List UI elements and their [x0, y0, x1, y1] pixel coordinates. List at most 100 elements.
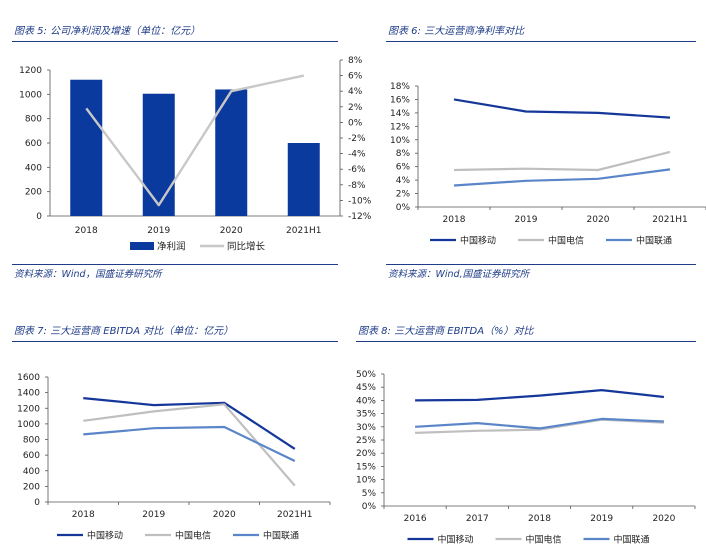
fig5-ytick: 600 [25, 139, 42, 149]
fig7-ytick: 600 [23, 451, 40, 461]
fig6-xtick: 2019 [515, 215, 538, 225]
fig7-xtick: 2018 [72, 510, 95, 520]
fig8-caption: 图表 8: 三大运营商 EBITDA（%）对比 [358, 326, 534, 337]
fig8-ytick: 30% [356, 423, 376, 433]
fig8-ytick: 25% [356, 436, 376, 446]
fig5-ytick: 1200 [19, 66, 42, 76]
fig7-ytick: 1600 [17, 373, 40, 383]
fig8-xtick: 2016 [404, 514, 427, 524]
fig6-ytick: 10% [390, 136, 410, 146]
fig6-ytick: 14% [390, 109, 410, 119]
fig6-ytick: 12% [390, 122, 410, 132]
fig7-ytick: 800 [23, 436, 40, 446]
fig6-ytick: 16% [390, 95, 410, 105]
fig8-caption-rule [356, 341, 696, 342]
fig6-series-1-line [453, 150, 671, 172]
fig5-y2tick: -6% [348, 165, 366, 175]
fig7-ytick: 1200 [17, 404, 40, 414]
fig5-y2tick: -12% [348, 212, 372, 222]
fig7-ytick: 1000 [17, 420, 40, 430]
fig8-legend-label-1: 中国电信 [526, 534, 562, 546]
fig5-legend-label-0: 净利润 [157, 241, 186, 253]
fig8-xtick: 2019 [590, 514, 613, 524]
fig6-series-0-line [453, 98, 671, 119]
fig5-ytick: 400 [25, 163, 42, 173]
fig7-ytick: 0 [34, 498, 40, 508]
fig7-series-0-line [83, 397, 296, 450]
fig8-legend-label-2: 中国联通 [614, 534, 650, 546]
fig7-xtick: 2019 [142, 510, 165, 520]
fig5-legend-label-1: 同比增长 [227, 241, 266, 253]
fig5-xtick: 2021H1 [286, 226, 321, 236]
fig8-ytick: 35% [356, 410, 376, 420]
fig8-ytick: 40% [356, 396, 376, 406]
fig7-legend-label-0: 中国移动 [87, 530, 123, 542]
fig8-ytick: 0% [362, 502, 377, 512]
fig6-ytick: 4% [396, 176, 411, 186]
fig6-legend-label-1: 中国电信 [548, 235, 584, 247]
fig8-xtick: 2017 [466, 514, 489, 524]
fig7-legend-label-1: 中国电信 [175, 530, 211, 542]
fig5-growth-line [85, 74, 305, 207]
fig8-ytick: 50% [356, 370, 376, 380]
fig5-bar-2 [215, 89, 248, 216]
fig6-legend-label-0: 中国移动 [460, 235, 496, 247]
fig7-ytick: 400 [23, 467, 40, 477]
fig6-source: 资料来源：Wind,国盛证券研究所 [388, 269, 530, 280]
fig5-y2tick: 2% [348, 103, 363, 113]
fig5-xtick: 2018 [75, 226, 98, 236]
fig6-xtick: 2018 [443, 215, 466, 225]
fig6-ytick: 0% [396, 203, 411, 213]
fig5-caption-rule [12, 41, 338, 42]
fig7-caption-rule [12, 341, 338, 342]
fig5-bar-3 [287, 143, 320, 216]
fig7-ytick: 200 [23, 482, 40, 492]
fig5-ytick: 1000 [19, 90, 42, 100]
fig7-caption: 图表 7: 三大运营商 EBITDA 对比（单位：亿元） [14, 326, 234, 337]
fig5-xtick: 2019 [147, 226, 170, 236]
fig7-xtick: 2021H1 [277, 510, 312, 520]
fig7-series-2-line [83, 425, 296, 462]
fig8-ytick: 15% [356, 462, 376, 472]
fig5-ytick: 200 [25, 188, 42, 198]
fig8-legend-label-0: 中国移动 [438, 534, 474, 546]
fig5-y2tick: -8% [348, 181, 366, 191]
fig6-ytick: 2% [396, 190, 411, 200]
fig6-ytick: 6% [396, 163, 411, 173]
fig5-y2tick: 0% [348, 118, 363, 128]
fig5-y2tick: 4% [348, 87, 363, 97]
fig5-bar-0 [70, 79, 103, 216]
fig5-y2tick: -10% [348, 196, 372, 206]
fig5-ytick: 800 [25, 115, 42, 125]
fig5-source-rule [12, 264, 338, 265]
fig6-ytick: 18% [390, 82, 410, 92]
fig8-series-2-line [415, 417, 664, 430]
fig6-ytick: 8% [396, 149, 411, 159]
fig5-caption: 图表 5: 公司净利润及增速（单位：亿元） [14, 26, 201, 37]
fig5-bar-1 [142, 93, 175, 216]
fig8-ytick: 45% [356, 383, 376, 393]
fig6-series-2-line [453, 168, 671, 187]
fig5-y2tick: 6% [348, 72, 363, 82]
fig5-source: 资料来源：Wind，国盛证券研究所 [14, 269, 162, 280]
fig7-legend-label-2: 中国联通 [263, 530, 299, 542]
fig8-ytick: 10% [356, 476, 376, 486]
fig5-ytick: 0 [36, 212, 42, 222]
fig7-ytick: 1400 [17, 389, 40, 399]
fig8-ytick: 20% [356, 449, 376, 459]
fig8-series-0-line [415, 389, 665, 402]
fig6-xtick: 2020 [587, 215, 610, 225]
fig8-ytick: 5% [362, 489, 377, 499]
fig7-xtick: 2020 [213, 510, 236, 520]
fig8-series-1-line [415, 418, 664, 434]
fig5-y2tick: -4% [348, 150, 366, 160]
fig8-xtick: 2018 [528, 514, 551, 524]
fig6-caption: 图表 6: 三大运营商净利率对比 [388, 26, 525, 37]
fig5-xtick: 2020 [220, 226, 243, 236]
fig8-xtick: 2020 [652, 514, 675, 524]
fig6-caption-rule [386, 41, 696, 42]
